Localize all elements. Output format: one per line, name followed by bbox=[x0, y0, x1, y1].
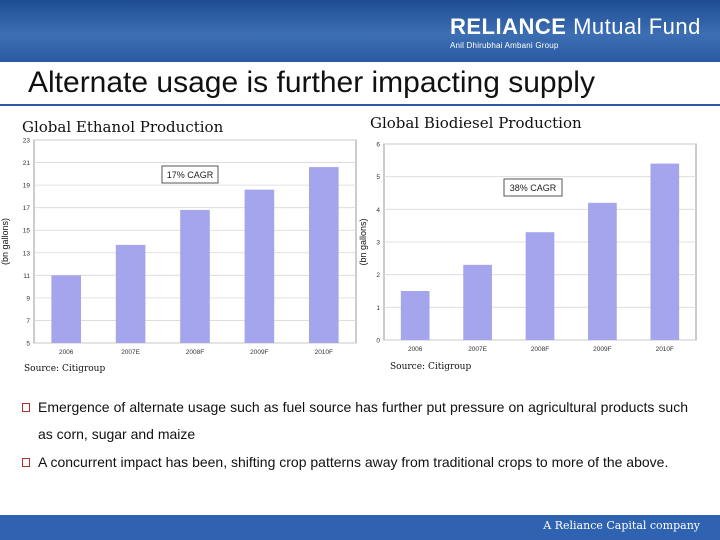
footer-bar: A Reliance Capital company bbox=[0, 515, 720, 540]
header-bar: RELIANCE Mutual Fund Anil Dhirubhai Amba… bbox=[0, 0, 720, 62]
x-tick-label: 2008F bbox=[186, 349, 204, 356]
x-tick-label: 2009F bbox=[593, 346, 611, 353]
y-tick-label: 5 bbox=[26, 341, 30, 348]
y-tick-label: 21 bbox=[23, 160, 31, 167]
brand-name: RELIANCE bbox=[450, 14, 567, 39]
y-axis-label: (bn gallons) bbox=[358, 218, 368, 265]
y-tick-label: 11 bbox=[23, 273, 30, 280]
bar bbox=[51, 275, 82, 343]
y-tick-label: 7 bbox=[26, 318, 30, 325]
bar bbox=[588, 202, 617, 340]
biodiesel-chart: 0 1 2 3 4 5 6 2006 2007E 2008F 2009F 2010F (bn gallo… bbox=[358, 142, 697, 353]
x-tick-label: 2007E bbox=[468, 346, 487, 353]
footer-text: A Reliance Capital company bbox=[543, 519, 700, 532]
y-tick-label: 1 bbox=[376, 305, 380, 312]
source-biodiesel: Source: Citigroup bbox=[390, 362, 472, 372]
y-tick-label: 13 bbox=[23, 250, 31, 257]
y-tick-label: 2 bbox=[376, 272, 380, 279]
cagr-box bbox=[161, 165, 219, 184]
y-tick-label: 23 bbox=[23, 138, 31, 145]
x-tick-label: 2010F bbox=[315, 349, 333, 356]
source-ethanol: Source: Citigroup bbox=[24, 364, 106, 374]
y-tick-label: 5 bbox=[376, 174, 380, 181]
bar bbox=[180, 209, 210, 343]
x-tick-label: 2006 bbox=[59, 349, 74, 356]
chart-title-ethanol: Global Ethanol Production bbox=[22, 118, 224, 136]
brand-group: Anil Dhirubhai Ambani Group bbox=[450, 41, 559, 50]
bullet-text: Emergence of alternate usage such as fue… bbox=[38, 399, 688, 442]
y-tick-label: 6 bbox=[376, 142, 380, 149]
x-tick-label: 2007E bbox=[121, 349, 140, 356]
ethanol-chart: 5 7 9 11 13 15 17 19 21 23 2006 2007E 2008F 2009F 2010… bbox=[0, 138, 357, 356]
x-tick-label: 2008F bbox=[531, 346, 549, 353]
title-divider bbox=[0, 104, 720, 106]
chart-title-biodiesel: Global Biodiesel Production bbox=[370, 114, 582, 132]
y-tick-label: 19 bbox=[23, 183, 31, 190]
y-tick-label: 17 bbox=[23, 205, 31, 212]
x-tick-label: 2006 bbox=[408, 346, 423, 353]
y-tick-label: 4 bbox=[376, 207, 380, 214]
cagr-box bbox=[503, 178, 563, 197]
x-tick-label: 2009F bbox=[250, 349, 268, 356]
bullet-item: Emergence of alternate usage such as fue… bbox=[22, 394, 688, 448]
y-tick-label: 9 bbox=[26, 295, 30, 302]
y-tick-label: 0 bbox=[376, 338, 380, 345]
y-tick-label: 15 bbox=[23, 228, 31, 235]
bar bbox=[244, 189, 275, 343]
bar bbox=[463, 264, 492, 340]
bar bbox=[115, 244, 146, 343]
slide-title: Alternate usage is further impacting sup… bbox=[28, 66, 595, 99]
y-tick-label: 3 bbox=[376, 240, 380, 247]
cagr-label: 38% CAGR bbox=[510, 183, 557, 193]
bar bbox=[525, 232, 555, 340]
bar bbox=[650, 163, 680, 340]
cagr-label: 17% CAGR bbox=[167, 170, 214, 180]
bullet-item: A concurrent impact has been, shifting c… bbox=[22, 449, 688, 476]
brand-suffix: Mutual Fund bbox=[573, 14, 701, 39]
bullet-marker-icon bbox=[22, 403, 30, 412]
x-tick-label: 2010F bbox=[656, 346, 674, 353]
bar bbox=[400, 291, 430, 340]
y-axis-label: (bn gallons) bbox=[0, 218, 10, 265]
bar bbox=[308, 167, 339, 343]
brand-logo: RELIANCE Mutual Fund Anil Dhirubhai Amba… bbox=[450, 14, 701, 50]
bullet-text: A concurrent impact has been, shifting c… bbox=[38, 454, 669, 470]
bullet-marker-icon bbox=[22, 458, 30, 467]
